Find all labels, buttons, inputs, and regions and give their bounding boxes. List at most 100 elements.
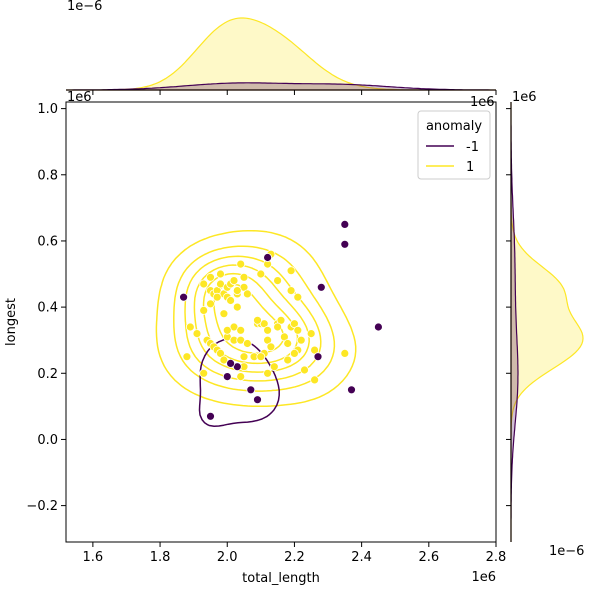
kde-contours	[155, 229, 357, 428]
point-anomaly-minus1-14	[226, 358, 236, 368]
y-tick-label: 0.0	[37, 433, 58, 448]
point-anomaly-1-70	[286, 286, 296, 296]
point-anomaly-1-78	[340, 348, 350, 358]
point-anomaly-minus1-3	[340, 219, 350, 229]
right-marginal-panel: 1e6 1e−6	[506, 90, 584, 559]
x-tick-label: 1.6	[83, 550, 104, 565]
x-axis-scale-label: 1e6	[471, 570, 496, 585]
y-tick-label: 0.2	[37, 367, 58, 382]
y-tick-label: 1.0	[37, 102, 58, 117]
top-marginal-x-scale-label: 1e6	[67, 90, 92, 105]
point-anomaly-1-45	[266, 342, 276, 352]
point-anomaly-minus1-12	[253, 395, 262, 405]
point-anomaly-1-69	[286, 266, 296, 276]
point-anomaly-1-68	[273, 276, 283, 286]
point-anomaly-1-10	[212, 292, 222, 302]
legend-box	[417, 110, 491, 180]
x-axis-ticks: 1.6 1.8 2.0 2.2 2.4 2.6 2.8	[83, 542, 507, 565]
x-tick-label: 2.0	[217, 550, 238, 565]
x-tick-label: 1.8	[150, 550, 171, 565]
point-anomaly-1-72	[253, 315, 262, 325]
legend-title: anomaly	[426, 119, 482, 134]
point-anomaly-1-62	[300, 365, 309, 375]
legend-label-1: 1	[466, 160, 474, 175]
x-tick-label: 2.8	[486, 550, 507, 565]
point-anomaly-minus1-13	[206, 411, 215, 421]
point-anomaly-minus1-1	[179, 292, 189, 302]
y-axis-scale-label: 1e6	[470, 95, 495, 110]
top-marginal-ticks	[92, 90, 497, 95]
point-anomaly-1-38	[242, 339, 252, 348]
point-anomaly-minus1-7	[313, 352, 323, 362]
point-anomaly-1-25	[185, 322, 195, 332]
right-marginal-scale-label: 1e−6	[549, 544, 584, 559]
y-tick-label: 0.4	[37, 301, 58, 316]
point-anomaly-1-76	[199, 368, 209, 378]
point-anomaly-1-13	[229, 276, 239, 286]
point-anomaly-1-43	[263, 325, 273, 335]
point-anomaly-minus1-11	[246, 385, 256, 395]
kde-contours-1	[155, 229, 357, 408]
point-anomaly-1-74	[236, 372, 246, 382]
right-marginal-kde-minus1	[510, 102, 519, 542]
legend: anomaly -1 1	[417, 110, 491, 180]
point-anomaly-1-22	[199, 305, 209, 315]
x-tick-label: 2.4	[351, 550, 372, 565]
top-marginal-panel: 1e−6 1e6	[66, 0, 497, 105]
point-anomaly-1-54	[283, 339, 293, 348]
point-anomaly-1-71	[293, 292, 303, 302]
kde-contour-1-level-2	[173, 245, 336, 392]
point-anomaly-1-57	[293, 325, 303, 335]
point-anomaly-1-21	[219, 309, 229, 319]
point-anomaly-1-61	[283, 355, 293, 365]
point-anomaly-1-16	[239, 272, 249, 282]
point-anomaly-1-52	[273, 322, 283, 332]
top-marginal-scale-label: 1e−6	[67, 0, 102, 14]
point-anomaly-minus1-10	[222, 372, 232, 382]
right-marginal-y-scale-label: 1e6	[512, 90, 537, 105]
y-axis-ticks: −0.2 0.0 0.2 0.4 0.6 0.8 1.0	[26, 102, 66, 514]
point-anomaly-1-58	[296, 335, 306, 345]
point-anomaly-1-12	[216, 269, 225, 279]
x-tick-label: 2.2	[284, 550, 305, 565]
point-anomaly-1-26	[182, 352, 192, 362]
y-tick-label: 0.6	[37, 234, 58, 249]
legend-label-minus1: -1	[466, 140, 479, 155]
y-axis-label: longest	[4, 298, 19, 346]
point-anomaly-1-18	[242, 289, 252, 299]
point-anomaly-1-23	[206, 299, 215, 309]
point-anomaly-1-47	[256, 352, 266, 362]
point-anomaly-1-79	[310, 375, 320, 385]
top-marginal-kde-minus1	[66, 82, 496, 91]
point-anomaly-1-15	[236, 259, 246, 269]
point-anomaly-1-36	[236, 325, 246, 335]
right-marginal-ticks	[506, 108, 511, 507]
point-anomaly-1-75	[222, 325, 232, 335]
x-axis-label: total_length	[242, 571, 320, 586]
point-anomaly-1-60	[289, 348, 299, 358]
y-tick-label: 0.8	[37, 168, 58, 183]
point-anomaly-1-67	[256, 269, 266, 279]
main-plot-panel: 1.6 1.8 2.0 2.2 2.4 2.6 2.8 −0.2 0.0 0.2 0.4 0.6 0.…	[4, 95, 506, 586]
x-tick-label: 2.6	[418, 550, 439, 565]
point-anomaly-1-49	[263, 368, 273, 378]
point-anomaly-1-1	[199, 279, 209, 289]
point-anomaly-1-80	[232, 286, 242, 296]
point-anomaly-1-20	[226, 296, 236, 305]
point-anomaly-minus1-2	[263, 253, 273, 262]
point-anomaly-minus1-5	[316, 282, 326, 292]
main-plot-frame	[65, 101, 497, 543]
kde-contour-1-level-1	[155, 229, 357, 408]
point-anomaly-1-37	[239, 352, 249, 362]
point-anomaly-1-19	[232, 302, 242, 312]
point-anomaly-1-48	[269, 362, 279, 372]
point-anomaly-1-11	[206, 272, 215, 282]
point-anomaly-minus1-4	[340, 239, 350, 249]
scatter-points	[179, 219, 383, 421]
point-anomaly-minus1-6	[373, 322, 383, 332]
point-anomaly-1-24	[192, 329, 202, 339]
y-tick-label: −0.2	[26, 499, 58, 514]
point-anomaly-minus1-8	[347, 385, 356, 395]
point-anomaly-1-63	[306, 329, 316, 339]
